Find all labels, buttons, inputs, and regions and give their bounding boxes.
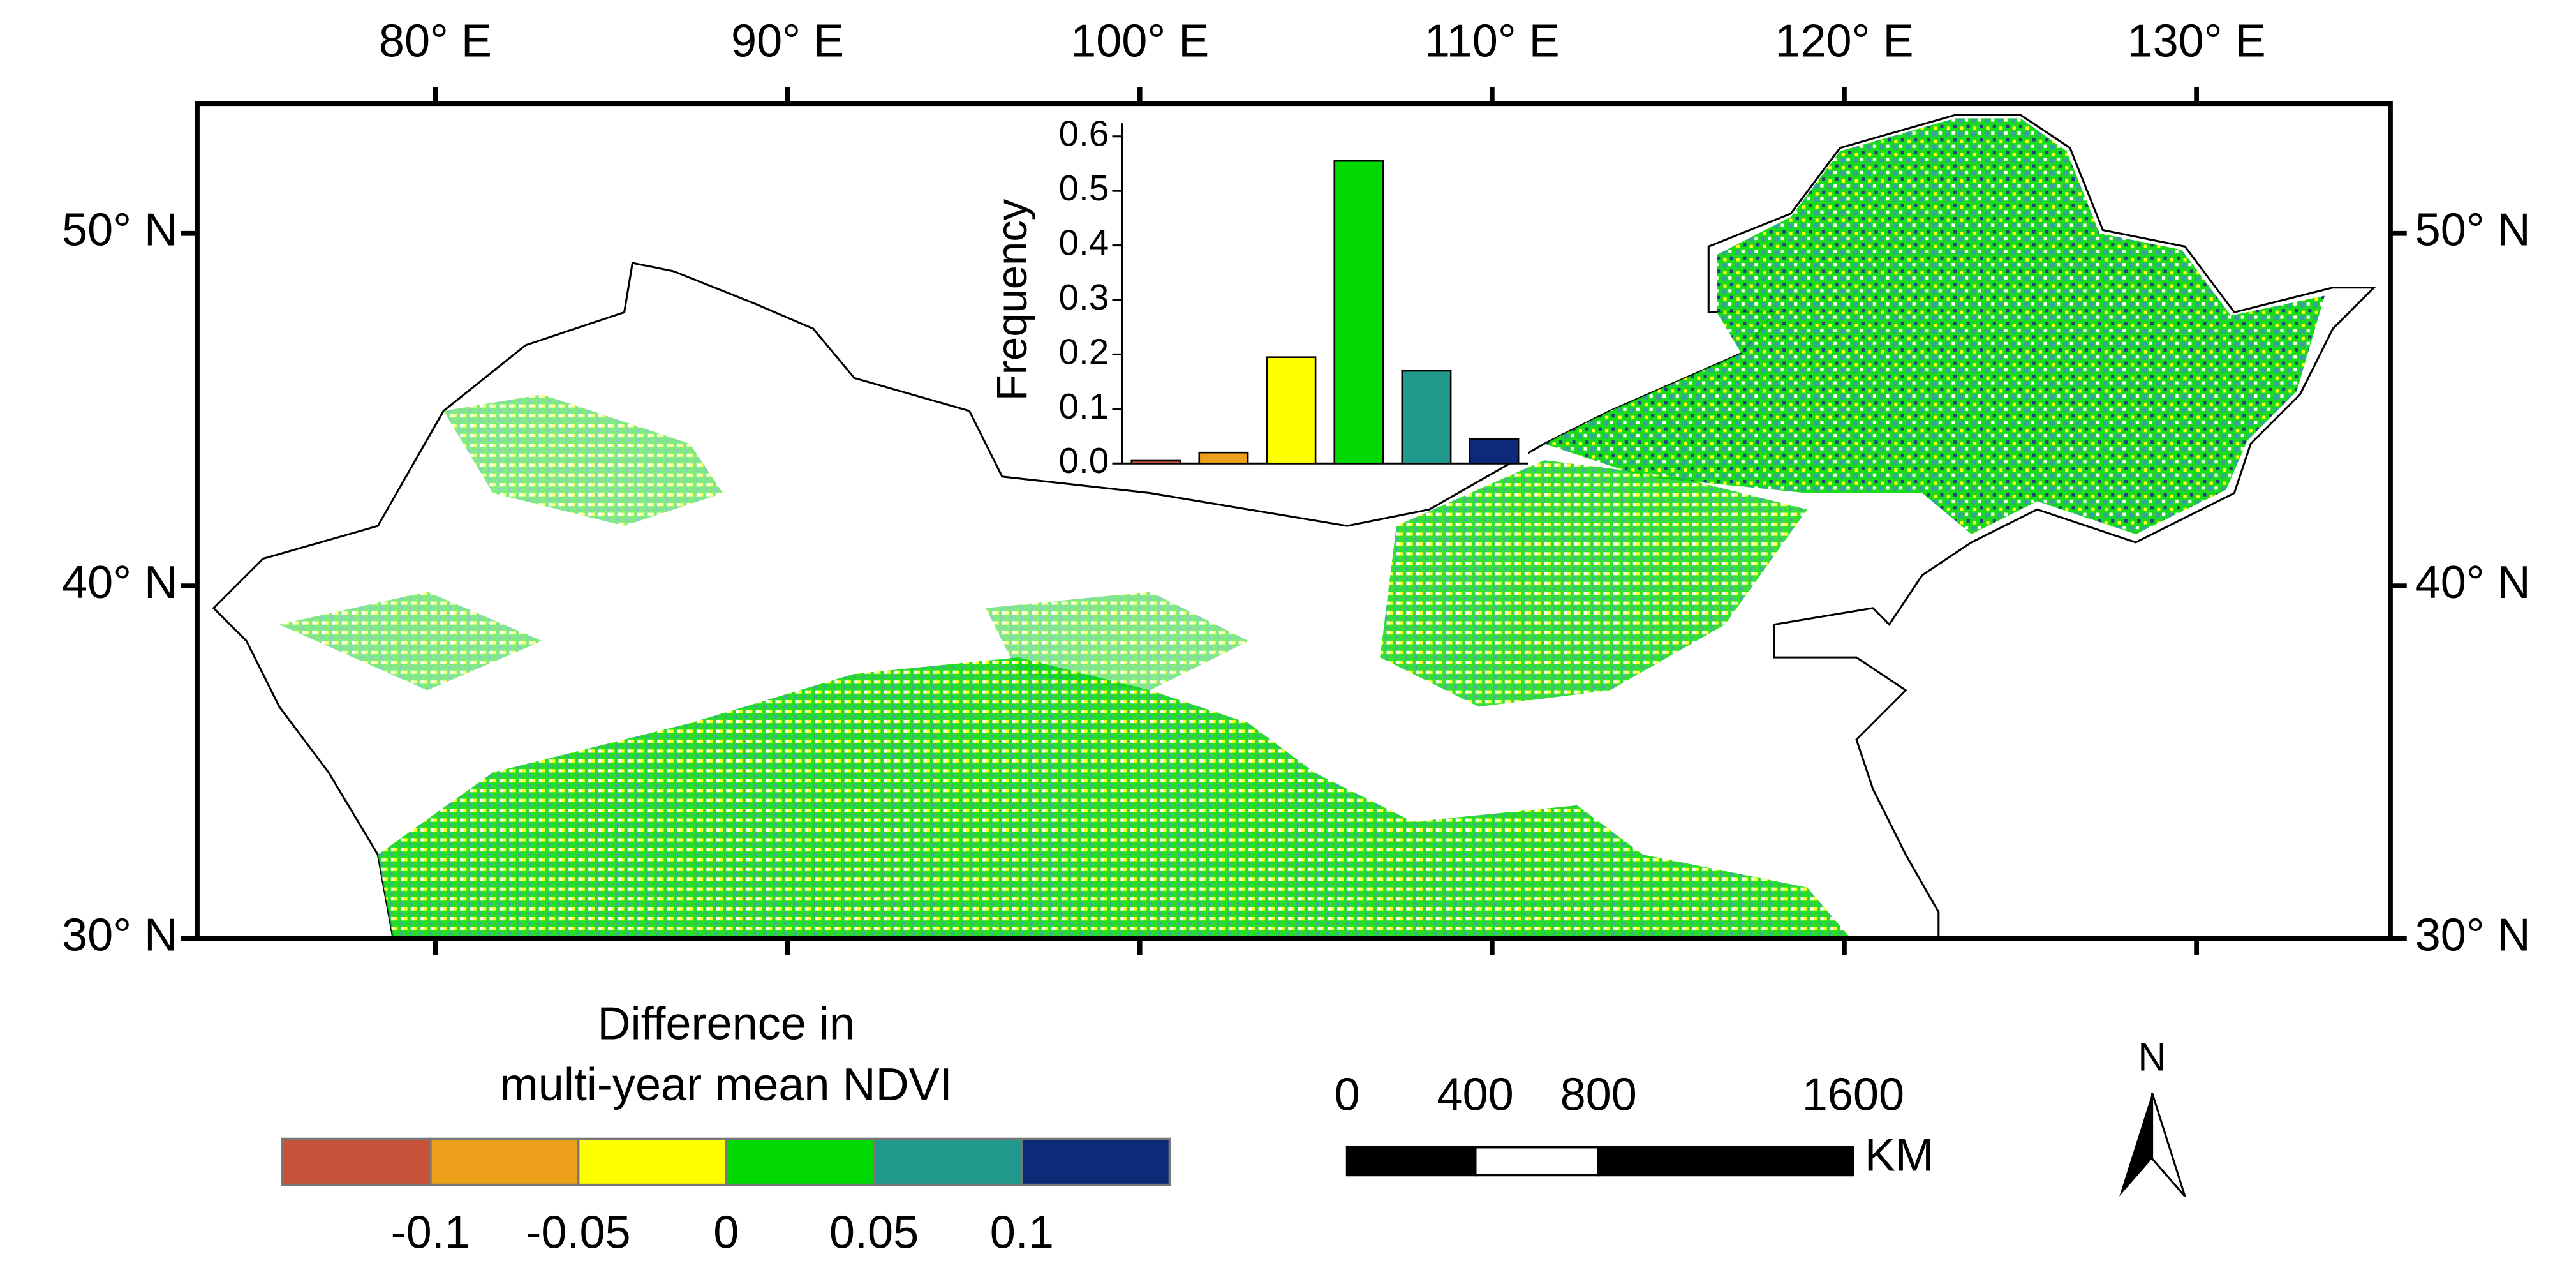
bar bbox=[1469, 438, 1520, 465]
vegetation-north bbox=[1380, 460, 1807, 707]
legend-label: -0.05 bbox=[526, 1207, 630, 1258]
lon-label: 110° E bbox=[1425, 16, 1560, 67]
legend-swatch bbox=[725, 1137, 875, 1186]
bar bbox=[1401, 370, 1452, 465]
y-tick-label: 0.5 bbox=[1059, 168, 1109, 209]
lon-label: 130° E bbox=[2127, 16, 2265, 67]
y-tick-label: 0.0 bbox=[1059, 441, 1109, 481]
legend-swatch bbox=[429, 1137, 580, 1186]
lat-label: 40° N bbox=[62, 557, 177, 608]
vegetation-west bbox=[279, 394, 1249, 691]
bar bbox=[1333, 160, 1384, 465]
legend-swatch bbox=[873, 1137, 1023, 1186]
legend-title: Difference in bbox=[598, 999, 855, 1050]
inset-background bbox=[1121, 123, 1528, 464]
y-axis-label: Frequency bbox=[988, 198, 1036, 401]
y-tick-label: 0.6 bbox=[1059, 114, 1109, 154]
bar bbox=[1198, 451, 1249, 465]
legend-label: 0.05 bbox=[829, 1207, 919, 1258]
vegetation-south bbox=[378, 657, 1851, 939]
lon-label: 80° E bbox=[379, 16, 492, 67]
legend-swatch bbox=[281, 1137, 432, 1186]
map-annotations: 80° E 90° E 100° E 110° E 120° E 130° E 50° N 5… bbox=[62, 16, 2531, 1258]
north-label: N bbox=[2138, 1035, 2166, 1079]
legend-swatch bbox=[577, 1137, 728, 1186]
legend-label: -0.1 bbox=[391, 1207, 470, 1258]
lat-label: 30° N bbox=[2415, 910, 2531, 961]
y-tick-label: 0.4 bbox=[1059, 223, 1109, 264]
map-area bbox=[212, 114, 2376, 939]
lat-label: 50° N bbox=[2415, 205, 2531, 256]
y-tick-label: 0.2 bbox=[1059, 332, 1109, 372]
lat-label: 40° N bbox=[2415, 557, 2531, 608]
scale-bar-segment bbox=[1474, 1146, 1600, 1177]
map-frame bbox=[195, 101, 2393, 941]
scale-bar-label: 1600 bbox=[1802, 1069, 1904, 1120]
legend-title: multi-year mean NDVI bbox=[500, 1059, 952, 1110]
y-tick-label: 0.1 bbox=[1059, 387, 1109, 427]
bar bbox=[1266, 356, 1317, 465]
lat-label: 50° N bbox=[62, 205, 177, 256]
north-arrow bbox=[2119, 1093, 2186, 1197]
scale-bar-label: 400 bbox=[1437, 1069, 1513, 1120]
lat-label: 30° N bbox=[62, 910, 177, 961]
lon-label: 100° E bbox=[1070, 16, 1209, 67]
scale-bar-label: 0 bbox=[1335, 1069, 1360, 1120]
lon-label: 120° E bbox=[1775, 16, 1913, 67]
scale-bar-unit: KM bbox=[1865, 1130, 1934, 1181]
y-tick-label: 0.3 bbox=[1059, 278, 1109, 318]
inset-chart: 0.0 0.1 0.2 0.3 0.4 0.5 0.6 Frequency bbox=[988, 114, 1528, 481]
legend-swatch bbox=[1020, 1137, 1171, 1186]
scale-bar-segment bbox=[1597, 1146, 1854, 1177]
bar bbox=[1130, 459, 1181, 465]
scale-bar-label: 800 bbox=[1560, 1069, 1637, 1120]
vegetation-northeast bbox=[1544, 118, 2325, 534]
lon-label: 90° E bbox=[731, 16, 844, 67]
legend-label: 0.1 bbox=[990, 1207, 1054, 1258]
scale-bar-segment bbox=[1345, 1146, 1477, 1177]
legend-label: 0 bbox=[713, 1207, 739, 1258]
